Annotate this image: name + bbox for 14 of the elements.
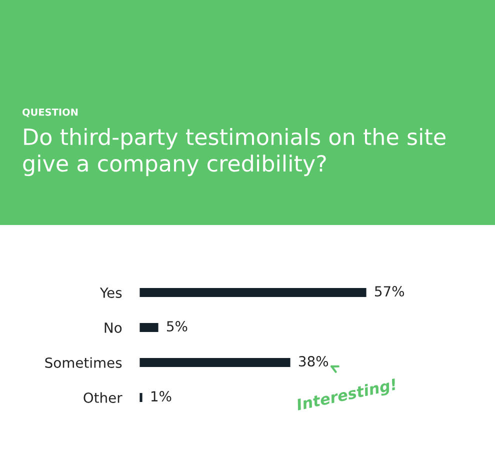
y-tick-label: No — [104, 322, 122, 333]
bar — [139, 286, 368, 298]
chart-title: Do third-party testimonials on the site give a company credibility? — [23, 128, 446, 176]
data-label: 5% — [167, 321, 188, 332]
y-tick-label: Yes — [100, 288, 122, 298]
bar — [139, 356, 292, 368]
data-label: 57% — [375, 286, 404, 297]
bar — [139, 392, 144, 404]
y-tick-label: Other — [84, 392, 122, 403]
y-tick-label: Sometimes — [45, 357, 122, 368]
data-label: 1% — [151, 391, 172, 402]
data-label: 38% — [299, 356, 328, 367]
bar — [139, 322, 160, 334]
text: QUESTION — [22, 108, 78, 118]
